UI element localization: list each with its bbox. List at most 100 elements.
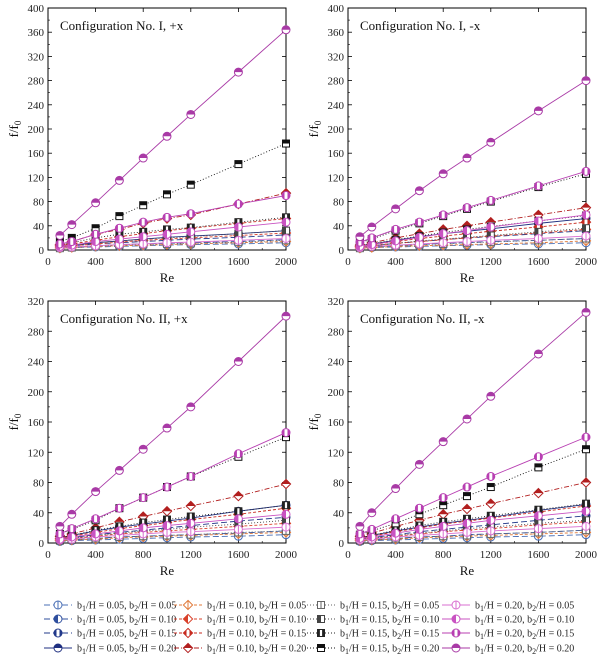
data-point bbox=[91, 487, 101, 497]
data-point bbox=[355, 232, 365, 242]
data-point bbox=[462, 203, 472, 213]
data-point bbox=[581, 307, 591, 317]
legend-marker bbox=[53, 643, 63, 653]
data-point bbox=[414, 232, 424, 242]
chart-panel-1: 0 40 80 120 160 200 240 280 320 360 400 0 400 800 1200… bbox=[6, 3, 298, 285]
x-tick-label: 1600 bbox=[227, 256, 250, 268]
y-tick-label: 40 bbox=[33, 221, 45, 233]
legend-marker bbox=[53, 614, 63, 624]
chart-panel-2: 0 40 80 120 160 200 240 280 320 360 400 0 400 800 1200… bbox=[306, 3, 598, 285]
y-axis-label: f/f0 bbox=[6, 413, 23, 430]
y-tick-label: 120 bbox=[28, 172, 45, 184]
series-16 bbox=[55, 311, 291, 531]
chart-title: Configuration No. I, +x bbox=[60, 18, 184, 33]
data-point bbox=[355, 529, 365, 539]
data-point bbox=[533, 181, 543, 191]
data-point bbox=[162, 521, 172, 531]
series-line bbox=[359, 482, 587, 537]
legend-label: b1/H = 0.20, b2/H = 0.05 bbox=[475, 601, 574, 614]
data-point bbox=[162, 423, 172, 433]
legend-item: b1/H = 0.05, b2/H = 0.15 bbox=[44, 628, 176, 641]
data-point bbox=[391, 204, 401, 214]
data-point bbox=[67, 509, 77, 519]
legend-marker bbox=[451, 643, 461, 653]
data-point bbox=[138, 444, 148, 454]
data-point bbox=[367, 524, 377, 534]
data-point bbox=[91, 198, 101, 208]
data-point bbox=[55, 529, 65, 539]
series-line bbox=[59, 507, 287, 539]
y-tick-label: 0 bbox=[339, 538, 345, 550]
legend-label: b1/H = 0.10, b2/H = 0.10 bbox=[207, 615, 306, 628]
x-tick-label: 0 bbox=[45, 256, 51, 268]
series-16 bbox=[355, 76, 591, 242]
data-point bbox=[138, 217, 148, 227]
data-point bbox=[281, 311, 291, 321]
series-line bbox=[359, 531, 587, 542]
y-tick-label: 40 bbox=[333, 508, 345, 520]
data-point bbox=[186, 237, 196, 247]
series-line bbox=[359, 529, 587, 542]
series-line bbox=[59, 241, 287, 249]
chart-panel-4: 0 40 80 120 160 200 240 280 320 0 400 800 1200 1600 20… bbox=[306, 296, 598, 578]
data-point bbox=[582, 499, 590, 508]
data-point bbox=[391, 236, 401, 246]
legend-label: b1/H = 0.10, b2/H = 0.15 bbox=[207, 629, 306, 642]
data-point bbox=[367, 222, 377, 232]
y-tick-label: 240 bbox=[28, 357, 45, 369]
series-16 bbox=[55, 25, 291, 240]
data-point bbox=[281, 25, 291, 35]
data-point bbox=[486, 515, 496, 525]
series-line bbox=[59, 218, 287, 247]
data-point bbox=[233, 67, 243, 77]
data-point bbox=[438, 210, 448, 220]
data-point bbox=[367, 532, 377, 542]
y-axis-label: f/f0 bbox=[306, 120, 323, 137]
data-point bbox=[438, 529, 448, 539]
data-point bbox=[281, 234, 291, 244]
data-point bbox=[115, 212, 124, 221]
data-point bbox=[533, 234, 543, 244]
data-point bbox=[438, 437, 448, 447]
legend-label: b1/H = 0.20, b2/H = 0.10 bbox=[475, 615, 574, 628]
legend-item: b1/H = 0.20, b2/H = 0.20 bbox=[442, 643, 574, 656]
data-point bbox=[582, 445, 590, 454]
series-12 bbox=[55, 433, 290, 538]
x-tick-label: 1600 bbox=[227, 549, 250, 561]
data-point bbox=[414, 459, 424, 469]
y-tick-label: 320 bbox=[28, 296, 45, 308]
x-axis-label: Re bbox=[460, 270, 475, 285]
legend-item: b1/H = 0.15, b2/H = 0.15 bbox=[307, 629, 439, 641]
legend-marker bbox=[451, 614, 461, 624]
legend-label: b1/H = 0.10, b2/H = 0.20 bbox=[207, 644, 306, 657]
legend-item: b1/H = 0.05, b2/H = 0.20 bbox=[44, 643, 176, 656]
data-point bbox=[282, 226, 290, 235]
data-point bbox=[114, 223, 124, 233]
x-tick-label: 1600 bbox=[527, 549, 550, 561]
data-point bbox=[186, 209, 196, 219]
y-tick-label: 280 bbox=[28, 326, 45, 338]
legend-item: b1/H = 0.20, b2/H = 0.15 bbox=[442, 628, 574, 641]
data-point bbox=[534, 463, 543, 472]
legend-marker bbox=[182, 642, 194, 654]
data-point bbox=[234, 160, 243, 169]
data-point bbox=[282, 501, 290, 510]
legend-label: b1/H = 0.05, b2/H = 0.05 bbox=[77, 601, 176, 614]
data-point bbox=[91, 237, 101, 247]
y-tick-label: 200 bbox=[328, 124, 345, 136]
data-point bbox=[533, 511, 543, 521]
y-tick-label: 280 bbox=[328, 76, 345, 88]
y-tick-label: 240 bbox=[28, 100, 45, 112]
data-point bbox=[185, 500, 197, 512]
data-point bbox=[186, 518, 196, 528]
data-point bbox=[438, 169, 448, 179]
x-tick-label: 1200 bbox=[180, 256, 203, 268]
data-point bbox=[55, 230, 65, 240]
data-point bbox=[486, 195, 496, 205]
data-point bbox=[461, 503, 473, 515]
y-axis-label: f/f0 bbox=[306, 413, 323, 430]
x-tick-label: 2000 bbox=[575, 549, 598, 561]
data-point bbox=[581, 521, 591, 531]
data-point bbox=[186, 471, 196, 481]
series-line bbox=[59, 239, 287, 249]
